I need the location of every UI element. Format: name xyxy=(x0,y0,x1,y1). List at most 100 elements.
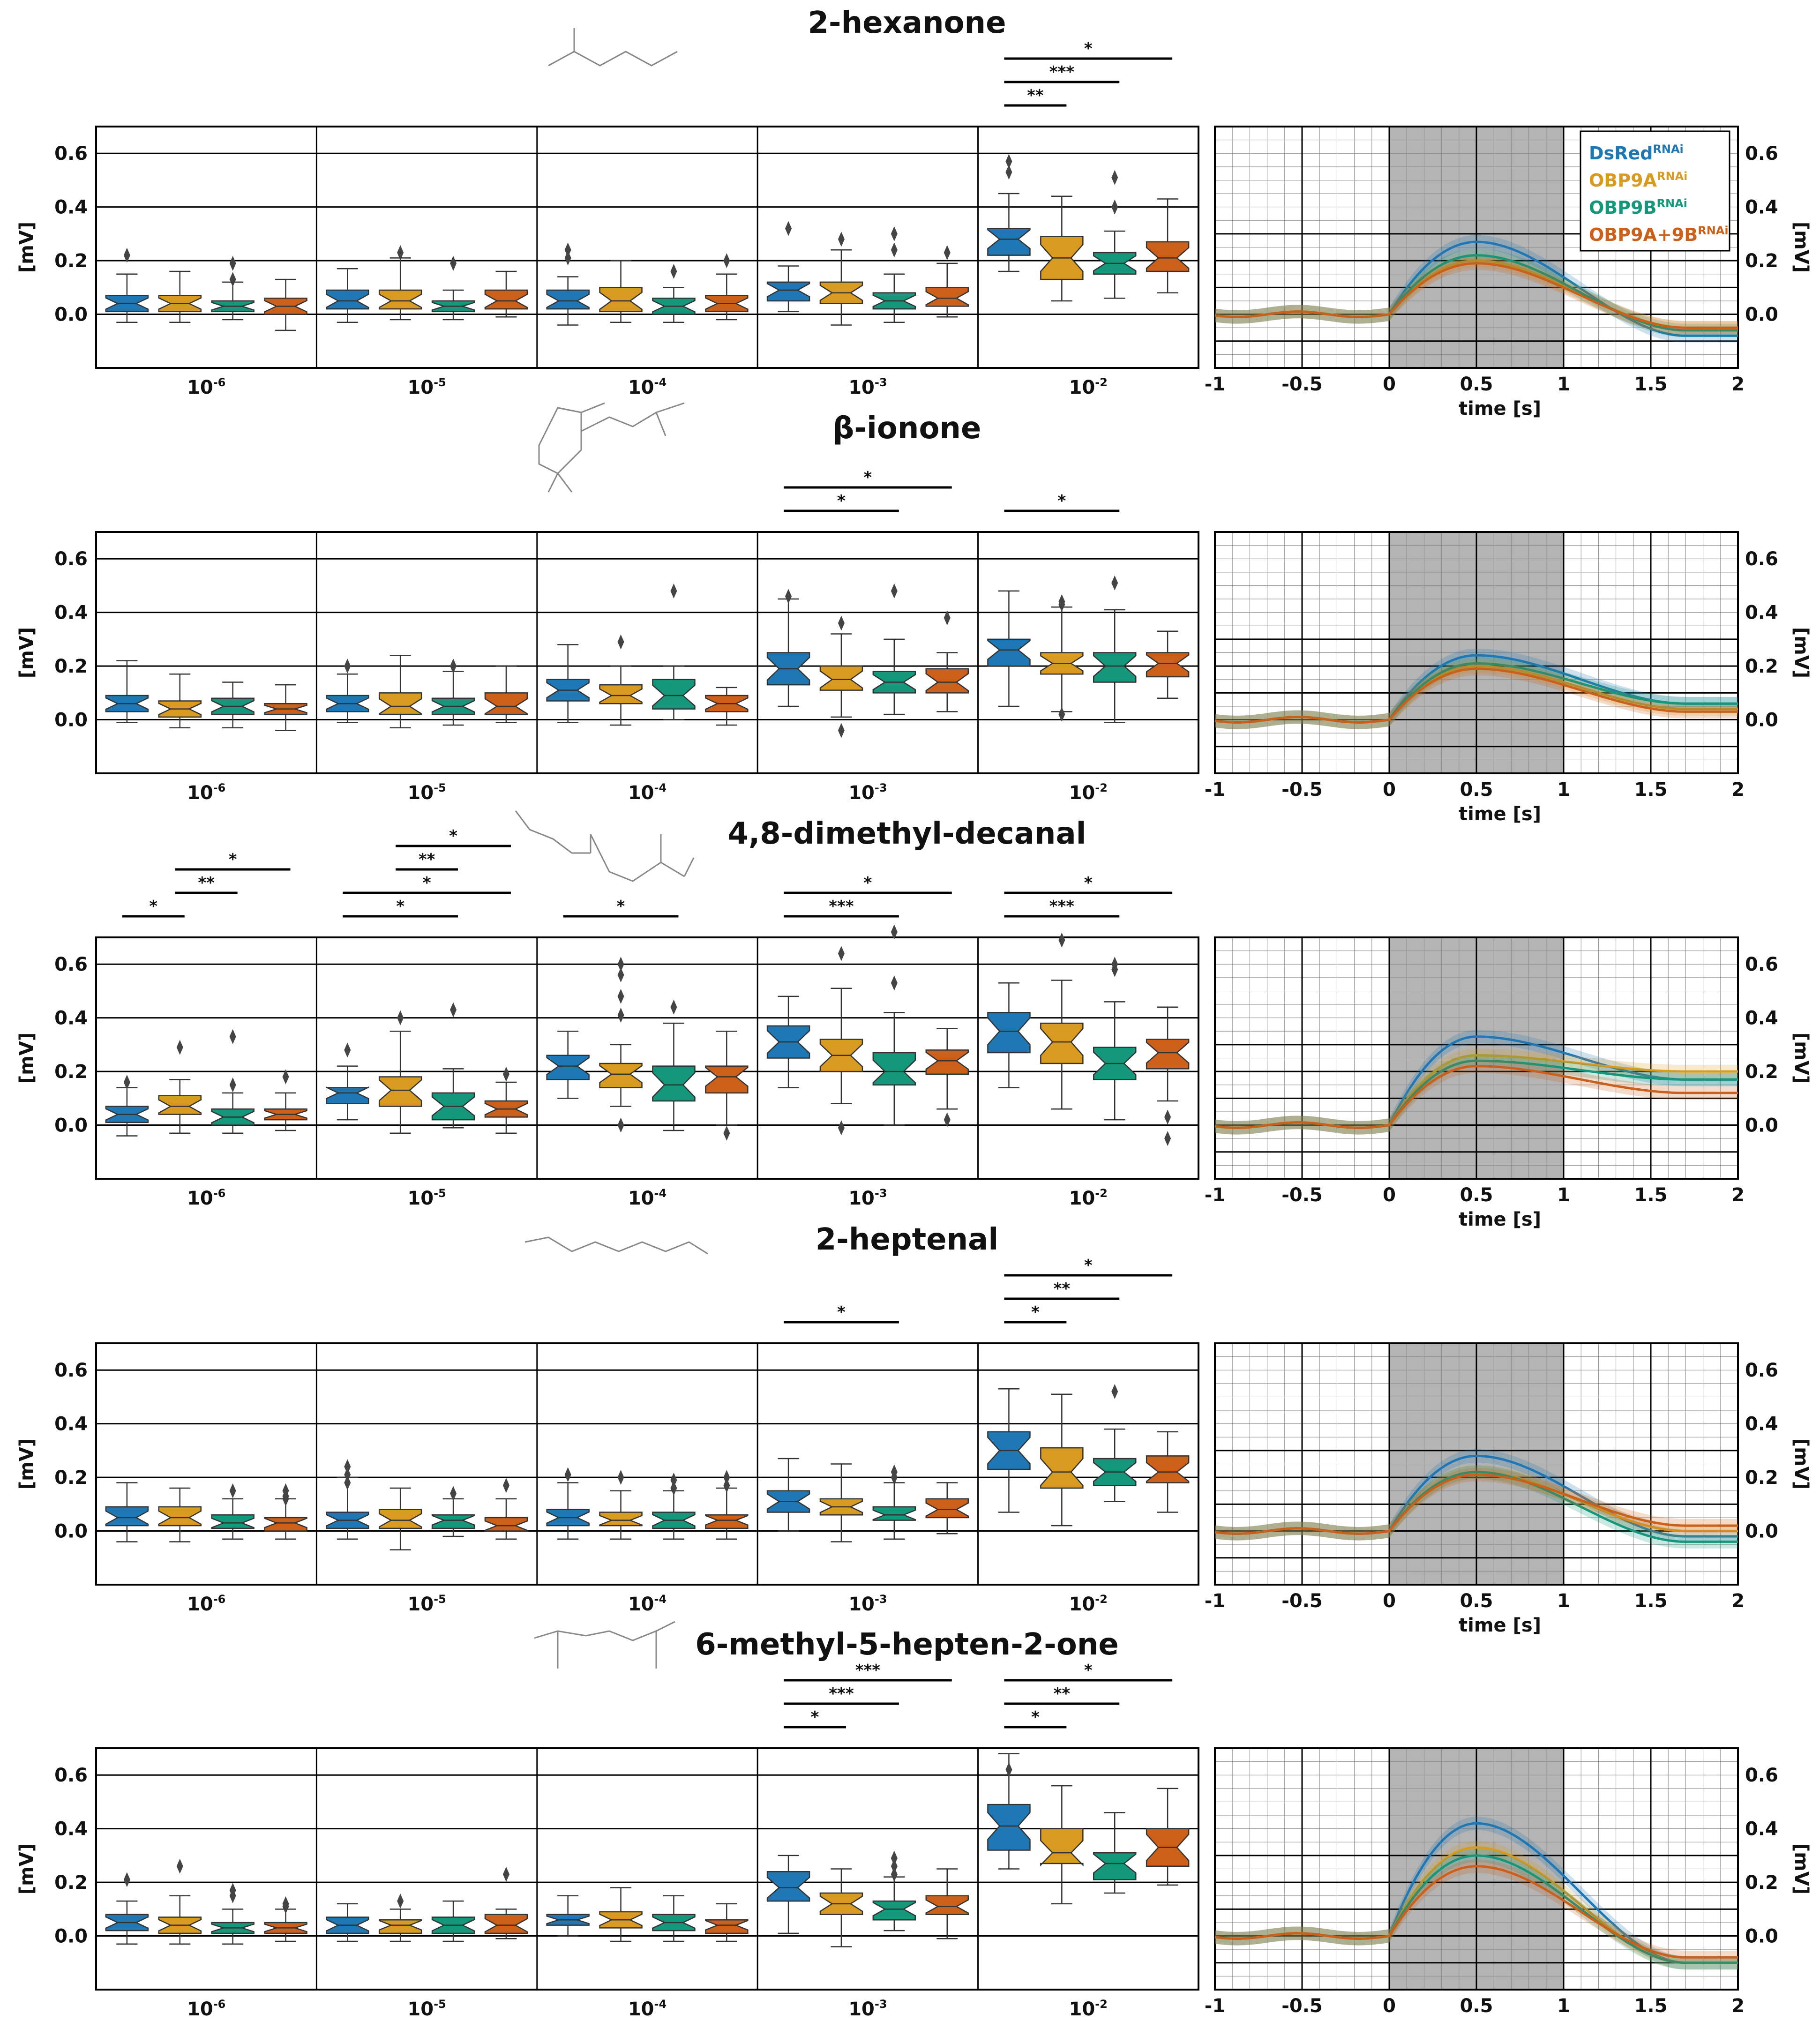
trace-error-band xyxy=(1215,662,1738,729)
box-body xyxy=(378,289,422,310)
outlier-point xyxy=(944,1112,951,1128)
outlier-point xyxy=(344,1467,351,1482)
box-body xyxy=(378,692,422,715)
x-tick-label: -0.5 xyxy=(1281,1995,1322,2017)
outlier-point xyxy=(229,1029,236,1044)
right-y-axis-label: [mV] xyxy=(1790,627,1812,678)
box-body xyxy=(599,684,643,704)
box-obp9b-c1 xyxy=(431,659,475,726)
box-obp9b-c2 xyxy=(652,1472,696,1540)
outlier-point xyxy=(123,1075,130,1090)
box-body xyxy=(105,1506,149,1527)
right-y-axis-label: [mV] xyxy=(1790,1843,1812,1894)
outlier-point xyxy=(564,242,571,258)
significance-marker: * xyxy=(784,1303,899,1324)
y-tick-label: 0.4 xyxy=(54,1819,88,1840)
outlier-point xyxy=(1164,1131,1171,1146)
y-tick-label: 0.4 xyxy=(54,602,88,624)
x-tick-label: 1.5 xyxy=(1634,1995,1668,2017)
significance-label: * xyxy=(1031,1708,1040,1727)
outlier-point xyxy=(1058,597,1065,612)
x-tick-label: 1 xyxy=(1557,374,1570,395)
outlier-point xyxy=(891,1850,898,1866)
box-obp9a-9b-c3 xyxy=(925,1028,969,1128)
box-body xyxy=(484,1914,528,1934)
x-tick-label: -0.5 xyxy=(1281,1590,1322,1612)
significance-marker: * xyxy=(122,897,185,918)
box-body xyxy=(925,1895,969,1916)
concentration-tick-4: 10-2 xyxy=(1069,1593,1108,1615)
box-dsred-c0 xyxy=(105,660,149,723)
concentration-tick-0: 10-6 xyxy=(187,781,225,804)
box-obp9a-9b-c2 xyxy=(705,1031,749,1141)
outlier-point xyxy=(944,245,951,260)
significance-label: ** xyxy=(1054,1280,1071,1298)
significance-label: * xyxy=(811,1708,819,1727)
significance-marker: * xyxy=(343,874,511,894)
y-tick-label: 0.4 xyxy=(54,197,88,218)
right-y-tick-label: 0.4 xyxy=(1745,1819,1778,1840)
box-body xyxy=(652,1065,696,1102)
molecule-structure-4 xyxy=(534,1621,675,1669)
outlier-point xyxy=(344,1459,351,1475)
trace-error-band xyxy=(1215,256,1738,335)
significance-label: *** xyxy=(1049,63,1075,82)
y-tick-label: 0.6 xyxy=(54,1360,88,1381)
box-obp9a-9b-c1 xyxy=(484,1066,528,1134)
concentration-tick-1: 10-5 xyxy=(407,1187,446,1209)
box-obp9b-c0 xyxy=(211,1483,255,1540)
trace-error-band xyxy=(1215,1465,1738,1549)
significance-label: *** xyxy=(829,897,854,916)
box-dsred-c3 xyxy=(766,1458,810,1532)
x-axis-label: time [s] xyxy=(1459,1209,1541,1230)
significance-label: * xyxy=(1084,874,1093,892)
significance-marker: * xyxy=(343,897,458,918)
outlier-point xyxy=(891,924,898,940)
trace-error-band xyxy=(1215,1449,1738,1543)
significance-label: ** xyxy=(1027,86,1044,105)
box-obp9a-9b-c4 xyxy=(1146,630,1190,699)
right-y-tick-label: 0.2 xyxy=(1745,656,1778,677)
x-tick-label: -0.5 xyxy=(1281,374,1322,395)
box-obp9a-9b-c2 xyxy=(705,687,749,726)
right-y-tick-label: 0.6 xyxy=(1745,548,1778,570)
y-tick-label: 0.2 xyxy=(54,1872,88,1894)
right-y-tick-label: 0.4 xyxy=(1745,602,1778,624)
outlier-point xyxy=(617,634,624,650)
box-body xyxy=(766,1871,810,1902)
box-obp9b-c0 xyxy=(211,681,255,728)
outlier-point xyxy=(723,253,730,269)
box-obp9a-9b-c0 xyxy=(264,278,307,331)
outlier-point xyxy=(891,583,898,599)
concentration-tick-0: 10-6 xyxy=(187,1998,225,2020)
box-body xyxy=(925,1498,969,1519)
box-body xyxy=(1093,1852,1137,1880)
box-obp9a-c1 xyxy=(378,654,422,728)
significance-marker: * xyxy=(1004,1256,1173,1277)
trace-error-band xyxy=(1215,1048,1738,1135)
box-dsred-c3 xyxy=(766,1855,810,1934)
significance-marker: *** xyxy=(784,1661,952,1682)
outlier-point xyxy=(723,1470,730,1485)
x-tick-label: 0 xyxy=(1383,779,1396,801)
boxplot-frame xyxy=(95,936,1199,1180)
box-dsred-c3 xyxy=(766,221,810,313)
box-body xyxy=(705,1514,749,1529)
concentration-tick-1: 10-5 xyxy=(407,1593,446,1615)
boxplot-frame xyxy=(95,531,1199,774)
x-tick-label: 0 xyxy=(1383,1590,1396,1612)
molecule-structure-2 xyxy=(515,810,695,882)
trace-line-obp9a-9b xyxy=(1214,1065,1738,1129)
significance-marker: *** xyxy=(784,897,899,918)
box-obp9a-c0 xyxy=(158,1858,202,1945)
significance-marker: ** xyxy=(396,850,458,871)
box-body xyxy=(378,1919,422,1934)
box-body xyxy=(1040,1828,1084,1867)
x-tick-label: -1 xyxy=(1205,1995,1225,2017)
box-body xyxy=(705,1065,749,1094)
box-obp9a-c3 xyxy=(819,1868,863,1947)
odor-title: β-ionone xyxy=(833,411,981,446)
box-dsred-c0 xyxy=(105,1075,149,1137)
box-body xyxy=(546,289,590,310)
